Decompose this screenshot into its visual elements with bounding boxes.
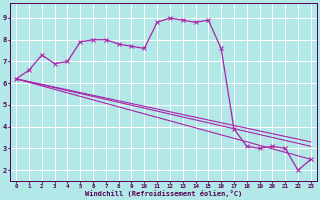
X-axis label: Windchill (Refroidissement éolien,°C): Windchill (Refroidissement éolien,°C) — [85, 190, 242, 197]
